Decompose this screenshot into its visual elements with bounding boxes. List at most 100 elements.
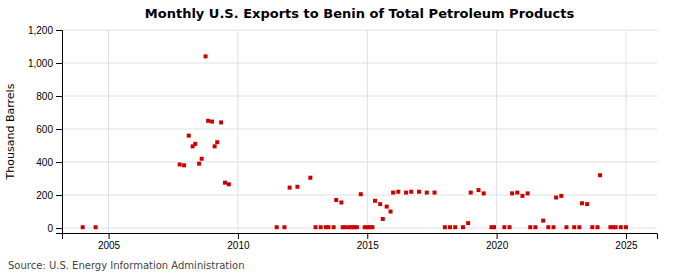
tick: 2020 [486,233,509,251]
point [624,225,628,229]
point [541,219,545,223]
tick: 800 [36,91,62,102]
point [580,201,584,205]
point [572,225,576,229]
grid-line [62,162,657,163]
point [466,221,470,225]
point [469,191,473,195]
tick-label: 200 [36,190,53,201]
tick-label: 0 [47,223,53,234]
point [453,225,457,229]
point [210,120,214,124]
point [373,199,377,203]
tick-label: 2005 [98,240,121,251]
grid-line [62,96,657,97]
point [598,173,602,177]
point [619,225,623,229]
point [417,190,421,194]
chart: 2005 2010 2015 2020 2025 0 200 400 600 800 1,000 1,… [0,0,675,275]
tick: 200 [36,190,62,201]
point [182,163,186,167]
point [396,190,400,194]
grid-line [62,63,657,64]
point [204,54,208,58]
point [404,191,408,195]
tick: 2010 [227,233,250,251]
point [520,194,524,198]
point [577,225,581,229]
point [81,225,85,229]
point [227,182,231,186]
tick-mark [497,233,498,239]
point [370,225,374,229]
point [193,142,197,146]
point [206,119,210,123]
tick: 400 [36,157,62,168]
grid-line [108,30,109,233]
plot: 2005 2010 2015 2020 2025 0 200 400 600 800 1,000 1,… [28,25,658,251]
tick: 2025 [615,233,638,251]
axis-line [56,31,63,234]
tick-label: 1,200 [28,25,53,36]
point [326,225,330,229]
tick: 2015 [357,233,380,251]
point [492,225,496,229]
point [197,162,201,166]
point [343,225,347,229]
point [215,140,219,144]
point [200,157,204,161]
point [515,191,519,195]
tick-mark [56,30,62,31]
point [443,225,447,229]
point [564,225,568,229]
tick-mark [56,162,62,163]
point [282,225,286,229]
y-axis-label: Thousand Barrels [4,83,17,180]
tick-mark [238,233,239,239]
grid-line [237,30,238,233]
point [389,210,393,214]
point [528,225,532,229]
tick-mark [56,228,62,229]
point [409,190,413,194]
point [596,225,600,229]
point [554,196,558,200]
tick: 2005 [98,233,121,251]
point [334,198,338,202]
point [510,191,514,195]
point [339,200,343,204]
point [502,225,506,229]
point [559,194,563,198]
point [461,225,465,229]
grid-line [496,30,497,233]
grid [62,30,657,233]
tick: 1,200 [28,25,62,36]
tick-label: 1,000 [28,58,53,69]
point [187,134,191,138]
tick-label: 2010 [227,240,250,251]
point [526,191,530,195]
point [385,205,389,209]
point [319,225,323,229]
point [94,225,98,229]
tick: 0 [47,223,62,234]
point [425,191,429,195]
point [275,225,279,229]
title: Monthly U.S. Exports to Benin of Total P… [145,6,575,21]
point [448,225,452,229]
axis-line [63,234,658,240]
tick-label: 2025 [615,240,638,251]
point [178,163,182,167]
tick-mark [56,96,62,97]
point [355,225,359,229]
point [378,202,382,206]
point [508,225,512,229]
tick-label: 600 [36,124,53,135]
point [585,202,589,206]
points [81,54,628,229]
point [546,225,550,229]
tick-label: 2020 [486,240,509,251]
tick-label: 800 [36,91,53,102]
point [552,225,556,229]
point [213,144,217,148]
